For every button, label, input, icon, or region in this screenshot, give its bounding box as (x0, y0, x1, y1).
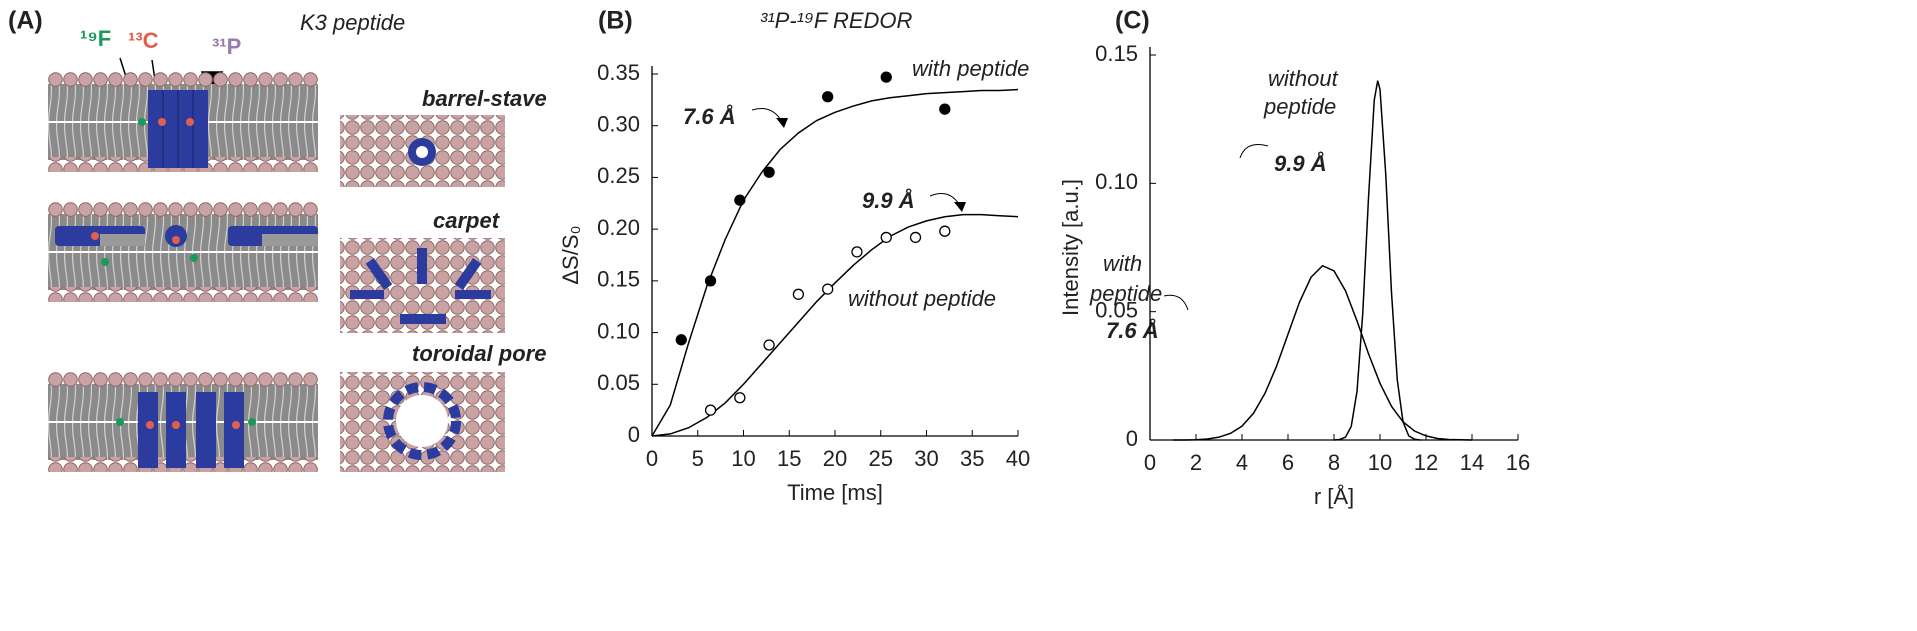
model-label: carpet (433, 208, 501, 233)
annotation-arrow (751, 108, 783, 123)
x-tick-label: 5 (692, 446, 704, 471)
y-tick-label: 0.05 (597, 370, 640, 395)
model-label: barrel-stave (422, 86, 547, 111)
distance-annotation: 9.9 Å (862, 188, 915, 213)
y-tick-label: 0.20 (597, 215, 640, 240)
x-tick-label: 0 (1144, 450, 1156, 475)
data-point (792, 288, 805, 300)
x-tick-label: 10 (731, 446, 755, 471)
x-tick-label: 25 (869, 446, 893, 471)
x-tick-label: 10 (1368, 450, 1392, 475)
data-point (675, 334, 687, 346)
y-tick-label: 0.25 (597, 163, 640, 188)
annotation-arrowhead (776, 118, 788, 128)
distance-distribution (1173, 264, 1473, 441)
membrane-toroidal (48, 372, 318, 472)
y-tick-label: 0 (628, 422, 640, 447)
x-tick-label: 8 (1328, 450, 1340, 475)
isotope-label: ³¹P (212, 34, 241, 59)
y-tick-label: 0.10 (597, 318, 640, 343)
annotation-arrowhead (954, 202, 966, 212)
x-tick-label: 12 (1414, 450, 1438, 475)
x-tick-label: 35 (960, 446, 984, 471)
top-view-barrel (340, 115, 505, 187)
series-annotation: without peptide (848, 286, 996, 311)
annotation-arrow (1163, 294, 1189, 311)
y-tick-label: 0.30 (597, 112, 640, 137)
top-view-toroidal (340, 372, 505, 472)
fit-curve (651, 213, 1019, 437)
x-tick-label: 15 (777, 446, 801, 471)
series-annotation: peptide (1263, 94, 1336, 119)
distance-distribution (1333, 80, 1421, 441)
data-point (734, 392, 746, 404)
series-annotation: with (1103, 251, 1142, 276)
data-point (851, 246, 863, 258)
x-tick-label: 0 (646, 446, 658, 471)
annotation-arrow (1239, 144, 1269, 159)
x-tick-label: 16 (1506, 450, 1530, 475)
series-annotation: with peptide (912, 56, 1029, 81)
fit-curve (651, 88, 1019, 437)
data-point (939, 103, 951, 115)
x-tick-label: 20 (823, 446, 847, 471)
y-tick-label: 0.35 (597, 60, 640, 85)
x-tick-label: 4 (1236, 450, 1248, 475)
panel-label: (A) (8, 7, 43, 35)
y-tick-label: 0.15 (1095, 41, 1138, 66)
isotope-label: ¹³C (128, 28, 159, 53)
data-point (909, 231, 922, 244)
panel-title: K3 peptide (300, 10, 405, 35)
y-tick-label: 0 (1126, 426, 1138, 451)
data-point (704, 404, 717, 416)
distance-annotation: 9.9 Å (1274, 151, 1327, 176)
data-point (704, 275, 717, 287)
data-point (880, 71, 892, 83)
data-point (822, 283, 834, 295)
data-point (734, 194, 746, 206)
y-tick-label: 0.05 (1095, 297, 1138, 322)
y-tick-label: 0.10 (1095, 169, 1138, 194)
x-tick-label: 14 (1460, 450, 1484, 475)
x-tick-label: 30 (914, 446, 938, 471)
distance-annotation: 7.6 Å (683, 104, 736, 129)
y-axis-title: ΔS/S₀ (558, 225, 583, 284)
membrane-carpet (48, 202, 318, 302)
x-tick-label: 6 (1282, 450, 1294, 475)
data-point (822, 91, 834, 103)
y-tick-label: 0.15 (597, 267, 640, 292)
top-view-carpet (340, 238, 505, 333)
chart-title: ³¹P-¹⁹F REDOR (760, 8, 913, 33)
panel-label: (B) (598, 7, 633, 35)
series-annotation: without (1268, 66, 1339, 91)
data-point (939, 225, 951, 237)
panel-label: (C) (1115, 7, 1150, 35)
x-tick-label: 2 (1190, 450, 1202, 475)
membrane-barrel-stave (48, 72, 318, 172)
data-point (880, 231, 892, 244)
data-point (763, 166, 775, 178)
isotope-label: ¹⁹F (80, 26, 111, 51)
x-axis-title: r [Å] (1314, 484, 1354, 509)
y-axis-title: Intensity [a.u.] (1058, 179, 1083, 316)
x-tick-label: 40 (1006, 446, 1030, 471)
model-label: toroidal pore (412, 341, 546, 366)
annotation-arrow (929, 193, 961, 207)
x-axis-title: Time [ms] (787, 480, 883, 505)
data-point (763, 339, 775, 351)
